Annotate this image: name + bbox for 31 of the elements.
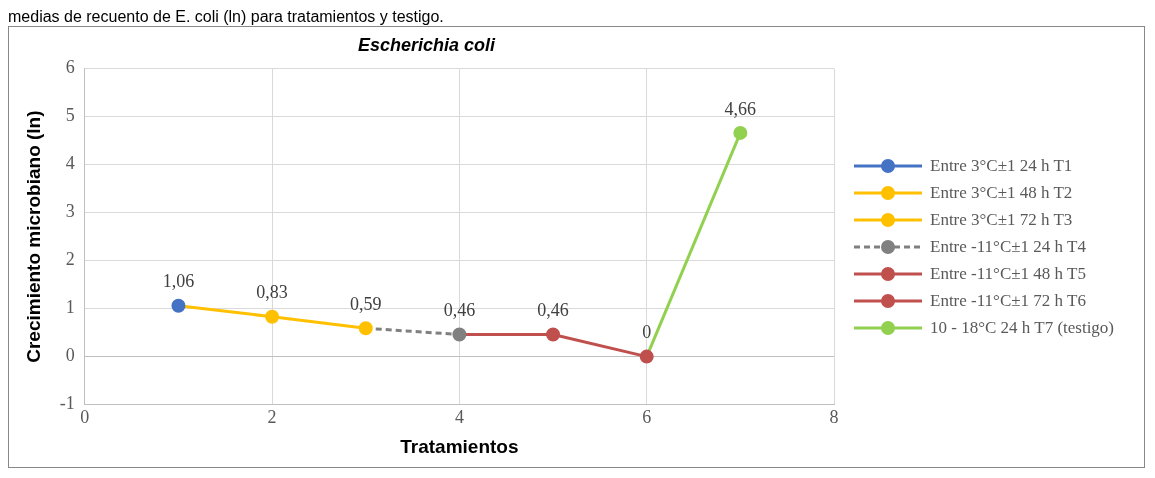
y-tick-label: 3 (65, 201, 75, 222)
y-tick-label: 4 (65, 153, 75, 174)
legend-label: 10 - 18°C 24 h T7 (testigo) (930, 318, 1115, 338)
chart-title: Escherichia coli (357, 34, 497, 55)
legend-label: Entre -11°C±1 48 h T5 (930, 264, 1086, 284)
legend-label: Entre -11°C±1 72 h T6 (930, 291, 1086, 311)
y-tick-label: 5 (65, 105, 75, 126)
text: medias de recuento de E. coli (ln) para tratamientos y testigo. (8, 8, 445, 26)
y-tick-label: -1 (59, 393, 75, 414)
x-axis-title: Tratamientos (400, 435, 519, 457)
data-label: 0,83 (256, 282, 288, 303)
x-tick-label: 6 (642, 407, 652, 428)
x-tick-label: 0 (80, 407, 90, 428)
y-tick-label: 0 (65, 345, 75, 366)
legend-label: Entre 3°C±1 72 h T3 (930, 210, 1073, 230)
data-label: 4,66 (724, 98, 757, 119)
legend-label: Entre 3°C±1 24 h T1 (930, 156, 1073, 176)
data-label: 0 (642, 322, 652, 343)
data-label: 0,46 (443, 300, 476, 321)
y-tick-label: 6 (65, 57, 75, 78)
data-label: 1,06 (162, 271, 195, 292)
y-tick-label: 1 (65, 297, 75, 318)
legend-label: Entre 3°C±1 48 h T2 (930, 183, 1073, 203)
data-label: 0,46 (537, 300, 569, 321)
x-tick-label: 8 (829, 407, 839, 428)
legend-label: Entre -11°C±1 24 h T4 (930, 237, 1086, 257)
y-axis-title: Crecimiento microbiano (ln) (22, 110, 44, 363)
x-tick-label: 2 (267, 407, 277, 428)
y-tick-label: 2 (65, 249, 75, 270)
data-label: 0,59 (350, 294, 382, 315)
x-tick-label: 4 (454, 407, 464, 428)
